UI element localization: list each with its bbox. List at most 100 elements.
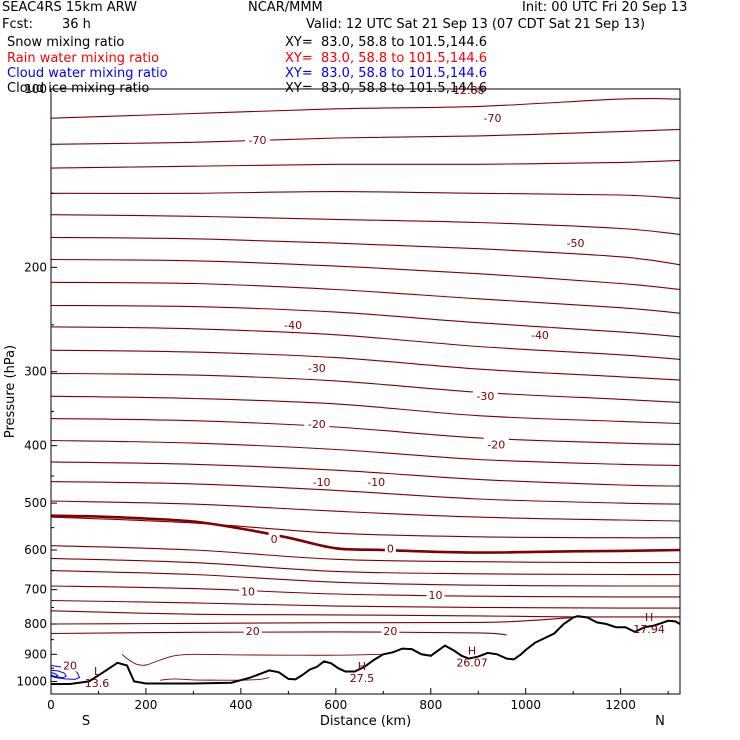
contour-label-bg [304, 417, 330, 431]
contour-label: 0 [271, 533, 278, 546]
forecast-label: Fcst: [2, 17, 33, 32]
contour-label: 20 [63, 660, 77, 673]
extremum-value: 26.07 [456, 656, 488, 669]
legend-rain-label: Rain water mixing ratio [7, 51, 160, 66]
temperature-contour-line [50, 281, 681, 314]
temperature-contour-line [50, 545, 681, 564]
contour-label: -40 [284, 319, 302, 332]
contour-labels: -70 -70 -50 -40 -40 -30 -30 -20 -20 -10 -10 0 0 10 10 2… [60, 84, 665, 690]
contour-label-bg [479, 111, 505, 125]
x-tick-label: 1200 [605, 698, 636, 712]
temperature-contour-line [50, 631, 507, 636]
temperature-contour-line [50, 599, 681, 609]
legend-rain-xy: XY= 83.0, 58.8 to 101.5,144.6 [285, 51, 488, 66]
temperature-contour-line [50, 258, 681, 291]
temperature-contour-line [50, 236, 681, 266]
extremum-value: 13.6 [85, 677, 110, 690]
rain-contours [121, 653, 384, 681]
top-contour-label: 12.88 [453, 84, 485, 97]
north-label: N [655, 714, 665, 729]
x-tick-label: 800 [419, 698, 442, 712]
south-label: S [82, 714, 90, 729]
temperature-contour-line [50, 516, 681, 539]
rain-contour-line [160, 677, 270, 681]
contour-label: -10 [313, 476, 331, 489]
contour-label-bg [472, 389, 498, 403]
temperature-contour-line [50, 418, 681, 445]
contour-label-bg [239, 584, 258, 598]
contour-label-bg [426, 588, 445, 602]
temperature-contour-line [50, 395, 681, 425]
contour-label: -20 [487, 438, 505, 451]
model-title: SEAC4RS 15km ARW [2, 0, 138, 15]
temperature-contour-line [50, 557, 681, 576]
contour-label: 0 [387, 542, 394, 555]
rain-contour-line [121, 653, 384, 666]
temperature-contour-line [50, 500, 681, 522]
temperature-contour-line [50, 214, 681, 236]
terrain-line [51, 615, 681, 685]
plot-frame [50, 88, 681, 695]
temperature-contour-line [50, 610, 681, 618]
x-axis-label: Distance (km) [320, 714, 411, 729]
contour-label-bg [563, 236, 589, 250]
x-tick-label: 600 [324, 698, 347, 712]
cloud-contour-line [50, 672, 59, 678]
temperature-contour-line [50, 439, 681, 467]
temperature-contour-line [50, 570, 681, 587]
extremum-letter: L [94, 665, 101, 678]
y-tick-label: 900 [24, 647, 47, 661]
temperature-contour-line [50, 349, 681, 381]
contour-label: 10 [241, 586, 255, 599]
contour-label: -50 [567, 237, 585, 250]
temperature-contour-line [50, 461, 681, 487]
temperature-contour-line [50, 514, 681, 554]
extremum-value: 17.94 [633, 623, 665, 636]
contour-label: -20 [308, 418, 326, 431]
y-tick-label: 600 [24, 543, 47, 557]
temperature-contour-line [50, 372, 681, 403]
contour-label: 20 [246, 625, 260, 638]
contour-label-bg [527, 327, 553, 341]
y-tick-label: 300 [24, 365, 47, 379]
temperature-contour-line [50, 98, 681, 119]
contour-label-bg [243, 624, 262, 638]
temperature-contour-line [50, 585, 681, 598]
temperature-contour-line [50, 616, 574, 625]
contour-label: -30 [476, 390, 494, 403]
contour-label: 20 [383, 625, 397, 638]
temperature-contours [50, 98, 681, 636]
y-tick-label: 800 [24, 617, 47, 631]
contour-label-bg [304, 361, 330, 375]
legend-cloud-water-label: Cloud water mixing ratio [7, 66, 168, 81]
temperature-contour-line [50, 128, 681, 145]
valid-time: Valid: 12 UTC Sat 21 Sep 13 (07 CDT Sat … [306, 17, 646, 32]
x-tick-label: 400 [229, 698, 252, 712]
contour-label: -70 [484, 112, 502, 125]
contour-label-bg [60, 658, 79, 672]
contour-label-bg [363, 475, 389, 489]
y-tick-label: 100 [24, 82, 47, 96]
legend-snow-xy: XY= 83.0, 58.8 to 101.5,144.6 [285, 35, 488, 50]
temperature-contour-line [50, 481, 681, 505]
extremum-letter: H [645, 611, 653, 624]
organization-label: NCAR/MMM [248, 0, 323, 15]
contour-label-bg [245, 133, 271, 147]
contour-label: -70 [249, 134, 267, 147]
contour-label-bg [483, 437, 509, 451]
forecast-hours: 36 h [62, 17, 91, 32]
y-axis-label: Pressure (hPa) [3, 345, 18, 438]
y-tick-label: 500 [24, 496, 47, 510]
temperature-contour-line [50, 304, 681, 338]
contour-label: -10 [367, 476, 385, 489]
y-tick-label: 400 [24, 439, 47, 453]
y-tick-label: 200 [24, 260, 47, 274]
x-tick-label: 200 [134, 698, 157, 712]
legend-snow-label: Snow mixing ratio [7, 35, 125, 50]
extremum-letter: H [468, 644, 476, 657]
contour-label: -40 [531, 329, 549, 342]
y-tick-label: 700 [24, 583, 47, 597]
terrain [51, 615, 681, 685]
